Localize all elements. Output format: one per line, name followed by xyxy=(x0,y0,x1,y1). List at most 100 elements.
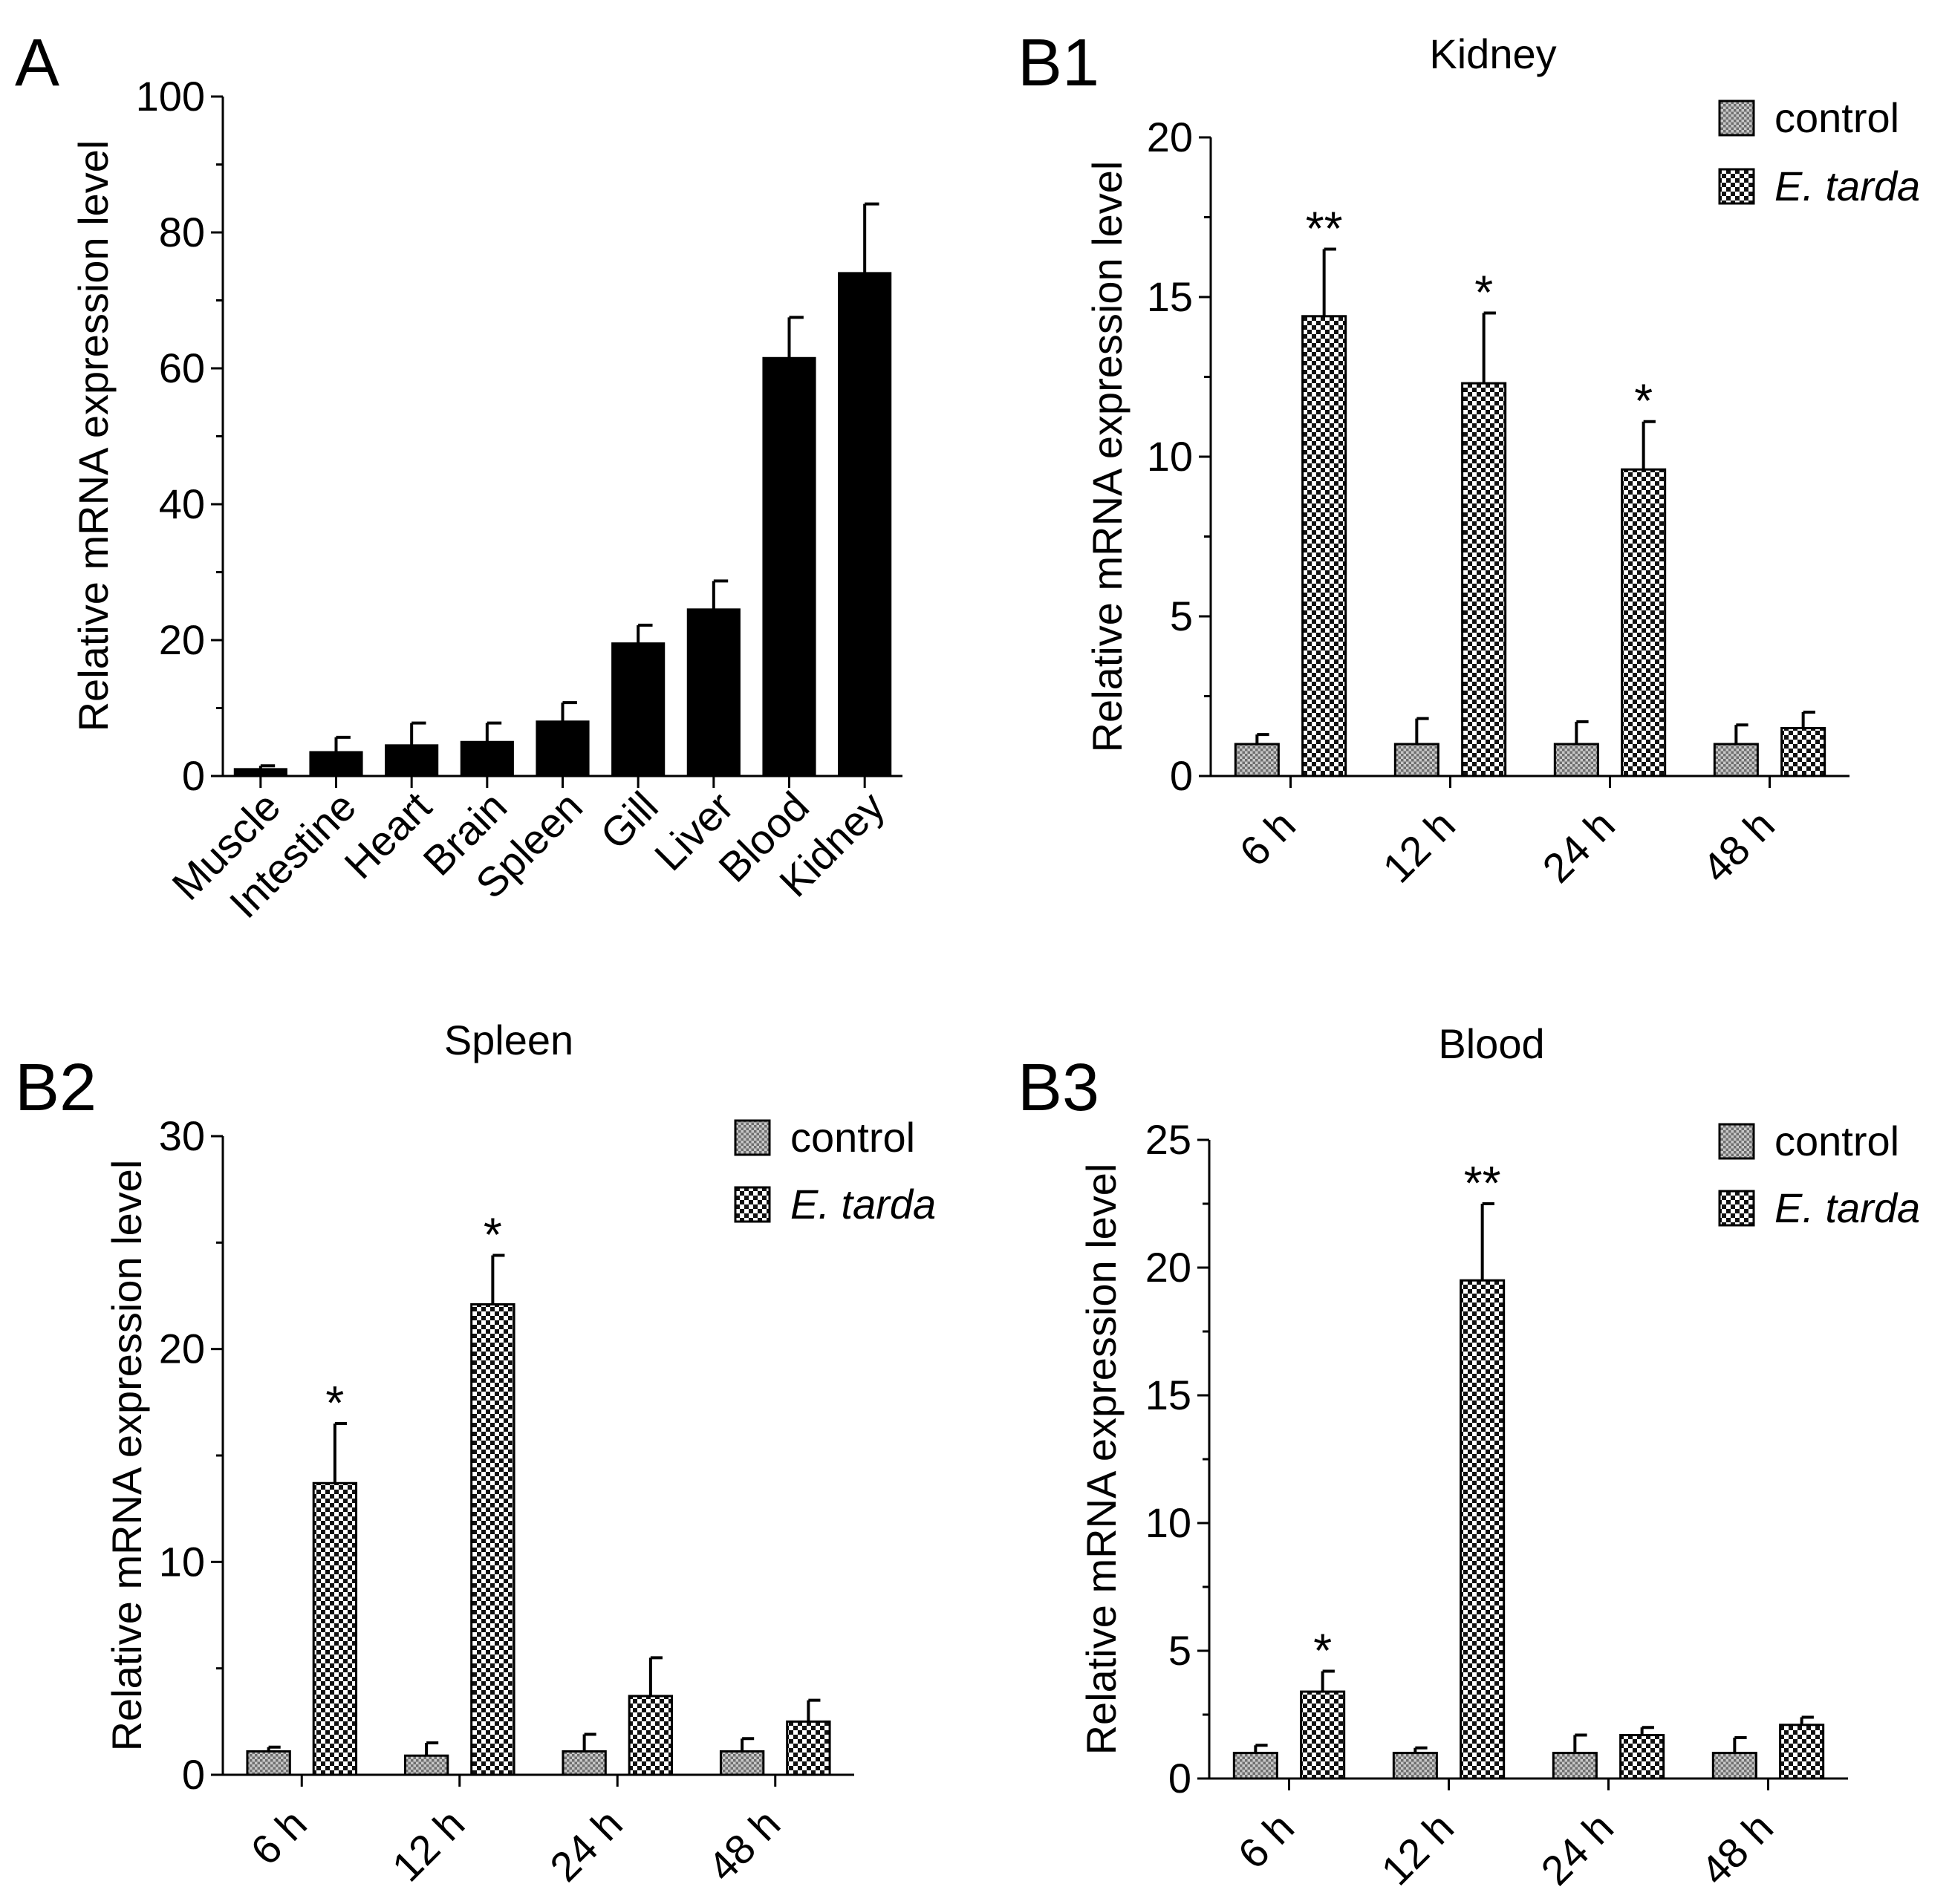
y-axis-label-b1: Relative mRNA expression level xyxy=(1084,161,1130,753)
bar-treatment-b3-0 xyxy=(1300,1690,1346,1780)
legend-swatch-b1 xyxy=(1718,100,1755,137)
bar-a-5 xyxy=(611,642,666,777)
bar-treatment-b2-2 xyxy=(628,1695,674,1776)
significance-label-b1: ** xyxy=(1306,202,1343,255)
y-tick-label-b1: 15 xyxy=(1147,273,1193,320)
legend-label-b3: control xyxy=(1774,1118,1899,1164)
bar-a-4 xyxy=(536,720,590,777)
legend-b2: control E. tarda xyxy=(734,1114,936,1228)
y-tick-label-b3: 20 xyxy=(1145,1244,1191,1291)
y-tick-label-b1: 20 xyxy=(1147,114,1193,160)
x-category-label-b3: 6 h xyxy=(1229,1804,1303,1878)
significance-label-b1: * xyxy=(1634,374,1653,428)
bar-control-b3-3 xyxy=(1711,1752,1757,1780)
bar-treatment-b2-1 xyxy=(470,1303,515,1776)
y-tick-label-b2: 30 xyxy=(159,1112,205,1159)
panel-label-b2: B2 xyxy=(15,1051,97,1125)
y-tick-label-b1: 10 xyxy=(1147,433,1193,480)
x-category-label-b2: 12 h xyxy=(383,1800,474,1891)
bar-control-b2-2 xyxy=(562,1750,607,1776)
bar-treatment-b2-0 xyxy=(312,1481,358,1776)
significance-label-b3: ** xyxy=(1464,1156,1501,1210)
legend-swatch-b3 xyxy=(1718,1123,1755,1160)
legend-swatch-b2 xyxy=(734,1119,771,1156)
y-tick-label-a: 0 xyxy=(182,752,205,799)
x-category-label-b3: 48 h xyxy=(1691,1804,1782,1894)
panel-label-b3: B3 xyxy=(1018,1051,1099,1125)
significance-label-b3: * xyxy=(1313,1624,1332,1678)
y-tick-label-b1: 5 xyxy=(1170,593,1193,639)
x-category-label-b2: 24 h xyxy=(541,1800,631,1891)
bar-treatment-b3-3 xyxy=(1779,1724,1825,1780)
x-category-label-b1: 24 h xyxy=(1533,801,1624,892)
y-tick-label-b2: 20 xyxy=(159,1326,205,1372)
chart-b3: B3 Blood Relative mRNA expression level 0 5 1… xyxy=(1018,1020,1920,1894)
bar-control-b1-1 xyxy=(1393,743,1439,777)
bar-control-b2-0 xyxy=(246,1750,291,1776)
x-category-label-b2: 48 h xyxy=(699,1800,790,1891)
x-category-label-b1: 12 h xyxy=(1373,801,1464,892)
bar-control-b1-2 xyxy=(1553,743,1599,777)
y-axis-label-b3: Relative mRNA expression level xyxy=(1078,1164,1125,1755)
panel-label-a: A xyxy=(15,26,59,100)
chart-b2: B2 Spleen Relative mRNA expression level 0 1… xyxy=(15,1017,936,1891)
bar-treatment-b1-3 xyxy=(1780,727,1826,777)
chart-title-b1: Kidney xyxy=(1429,30,1556,77)
y-axis-label-a: Relative mRNA expression level xyxy=(70,140,117,732)
bar-a-0 xyxy=(233,768,287,777)
y-tick-label-b3: 15 xyxy=(1145,1372,1191,1418)
bar-a-1 xyxy=(309,751,363,777)
y-tick-label-b1: 0 xyxy=(1170,752,1193,799)
significance-label-b1: * xyxy=(1474,266,1493,319)
y-tick-label-b2: 0 xyxy=(182,1751,205,1798)
legend-swatch-b2 xyxy=(734,1186,771,1223)
bar-control-b3-1 xyxy=(1392,1752,1438,1780)
chart-b1: B1 Kidney Relative mRNA expression level 0 5… xyxy=(1018,26,1920,892)
y-tick-label-b3: 25 xyxy=(1145,1116,1191,1163)
chart-title-b2: Spleen xyxy=(444,1017,573,1063)
x-category-label-a: Heart xyxy=(335,783,440,888)
x-category-label-b3: 24 h xyxy=(1532,1804,1622,1894)
bar-a-2 xyxy=(385,744,439,777)
bar-control-b1-3 xyxy=(1713,743,1759,777)
bar-a-7 xyxy=(762,356,816,777)
legend-label-b2: control xyxy=(790,1114,915,1161)
y-tick-label-a: 20 xyxy=(159,616,205,663)
y-tick-label-a: 100 xyxy=(136,73,205,120)
x-category-label-b1: 48 h xyxy=(1693,801,1783,892)
legend-label-b1: control xyxy=(1774,94,1899,141)
bar-a-3 xyxy=(460,740,514,777)
y-tick-label-a: 40 xyxy=(159,480,205,527)
bar-a-6 xyxy=(686,608,741,777)
y-tick-label-b3: 5 xyxy=(1168,1627,1191,1674)
bar-control-b3-0 xyxy=(1232,1752,1278,1780)
y-tick-label-b3: 10 xyxy=(1145,1499,1191,1546)
significance-label-b2: * xyxy=(484,1208,502,1262)
legend-swatch-b3 xyxy=(1718,1190,1755,1227)
y-tick-label-b3: 0 xyxy=(1168,1755,1191,1802)
x-category-label-b2: 6 h xyxy=(241,1800,316,1874)
bar-treatment-b1-2 xyxy=(1621,468,1667,777)
panel-label-b1: B1 xyxy=(1018,26,1099,100)
bar-treatment-b3-2 xyxy=(1619,1734,1665,1780)
x-category-label-b1: 6 h xyxy=(1230,801,1304,876)
legend-b3: control E. tarda xyxy=(1718,1118,1920,1231)
significance-label-b2: * xyxy=(325,1376,344,1429)
legend-label-b1: E. tarda xyxy=(1774,163,1920,209)
y-axis-label-b2: Relative mRNA expression level xyxy=(103,1160,150,1752)
bar-treatment-b3-1 xyxy=(1460,1279,1506,1780)
legend-label-b2: E. tarda xyxy=(790,1181,936,1228)
bar-control-b1-0 xyxy=(1234,743,1280,777)
bar-a-8 xyxy=(838,272,892,777)
legend-label-b3: E. tarda xyxy=(1774,1184,1920,1231)
bar-control-b2-1 xyxy=(403,1754,449,1776)
x-category-label-b3: 12 h xyxy=(1372,1804,1463,1894)
legend-b1: control E. tarda xyxy=(1718,94,1920,209)
y-tick-label-a: 80 xyxy=(159,209,205,255)
legend-swatch-b1 xyxy=(1718,168,1755,205)
bar-control-b2-3 xyxy=(719,1750,765,1776)
chart-title-b3: Blood xyxy=(1438,1020,1544,1067)
bar-treatment-b2-3 xyxy=(786,1720,831,1776)
